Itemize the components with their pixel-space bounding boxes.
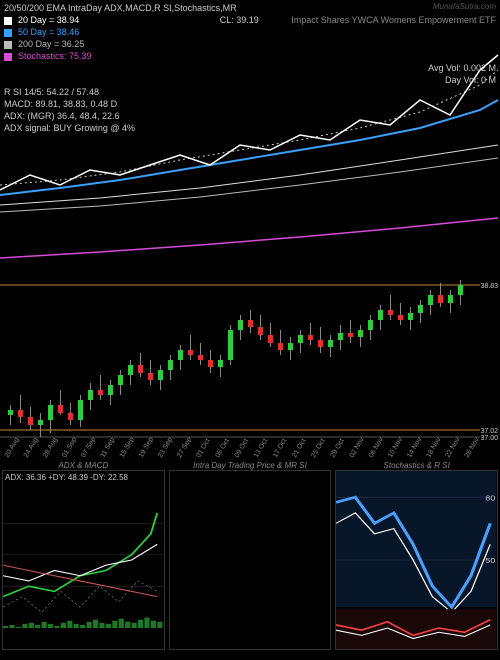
adx-macd-panel[interactable]: ADX & MACD ADX: 36.36 +DY: 48.39 -DY: 22… (2, 470, 165, 650)
adx-label: ADX: 36.36 +DY: 48.39 -DY: 22.58 (5, 473, 128, 482)
stat-extra: ADX: (MGR) 36.4, 48.4, 22.6 (4, 110, 496, 122)
chart-title: 20/50/200 EMA IntraDay ADX,MACD,R SI,Sto… (4, 3, 237, 13)
adx-title: ADX & MACD (3, 461, 164, 470)
stat-line: 50 Day = 38.46 (4, 26, 98, 38)
candle-panel: 38.8337.0237.0020 Aug24 Aug28 Aug01 Sep0… (0, 265, 500, 460)
svg-text:37.00: 37.00 (480, 435, 498, 442)
svg-text:38.83: 38.83 (480, 283, 498, 290)
stats-overlay: 20/50/200 EMA IntraDay ADX,MACD,R SI,Sto… (0, 0, 500, 136)
intraday-title: Intra Day Trading Price & MR SI (170, 461, 331, 470)
svg-text:37.02: 37.02 (480, 428, 498, 435)
close-price: CL: 39.19 (220, 14, 259, 26)
svg-text:50: 50 (486, 557, 496, 565)
stoch-rsi-panel[interactable]: Stochastics & R SI 805020 (335, 470, 498, 650)
avg-vol: Avg Vol: 0.002 M (428, 62, 496, 74)
day-vol: Day Vol: 0 M (445, 74, 496, 86)
indicator-row: ADX & MACD ADX: 36.36 +DY: 48.39 -DY: 22… (0, 470, 500, 650)
stoch-title: Stochastics & R SI (336, 461, 497, 470)
stat-extra: ADX signal: BUY Growing @ 4% (4, 122, 496, 134)
stat-line: Stochastics: 75.39 (4, 50, 98, 62)
symbol-desc: Impact Shares YWCA Womens Empowerment ET… (291, 15, 496, 25)
intraday-chart (170, 471, 331, 649)
intraday-panel[interactable]: Intra Day Trading Price & MR SI (169, 470, 332, 650)
stat-extra: MACD: 89.81, 38.83, 0.48 D (4, 98, 496, 110)
candle-chart[interactable]: 38.8337.0237.0020 Aug24 Aug28 Aug01 Sep0… (0, 265, 500, 460)
stat-line: 200 Day = 36.25 (4, 38, 98, 50)
stat-extra: R SI 14/5: 54.22 / 57.48 (4, 86, 496, 98)
svg-text:80: 80 (486, 494, 496, 502)
stat-line: 20 Day = 38.94 (4, 14, 98, 26)
